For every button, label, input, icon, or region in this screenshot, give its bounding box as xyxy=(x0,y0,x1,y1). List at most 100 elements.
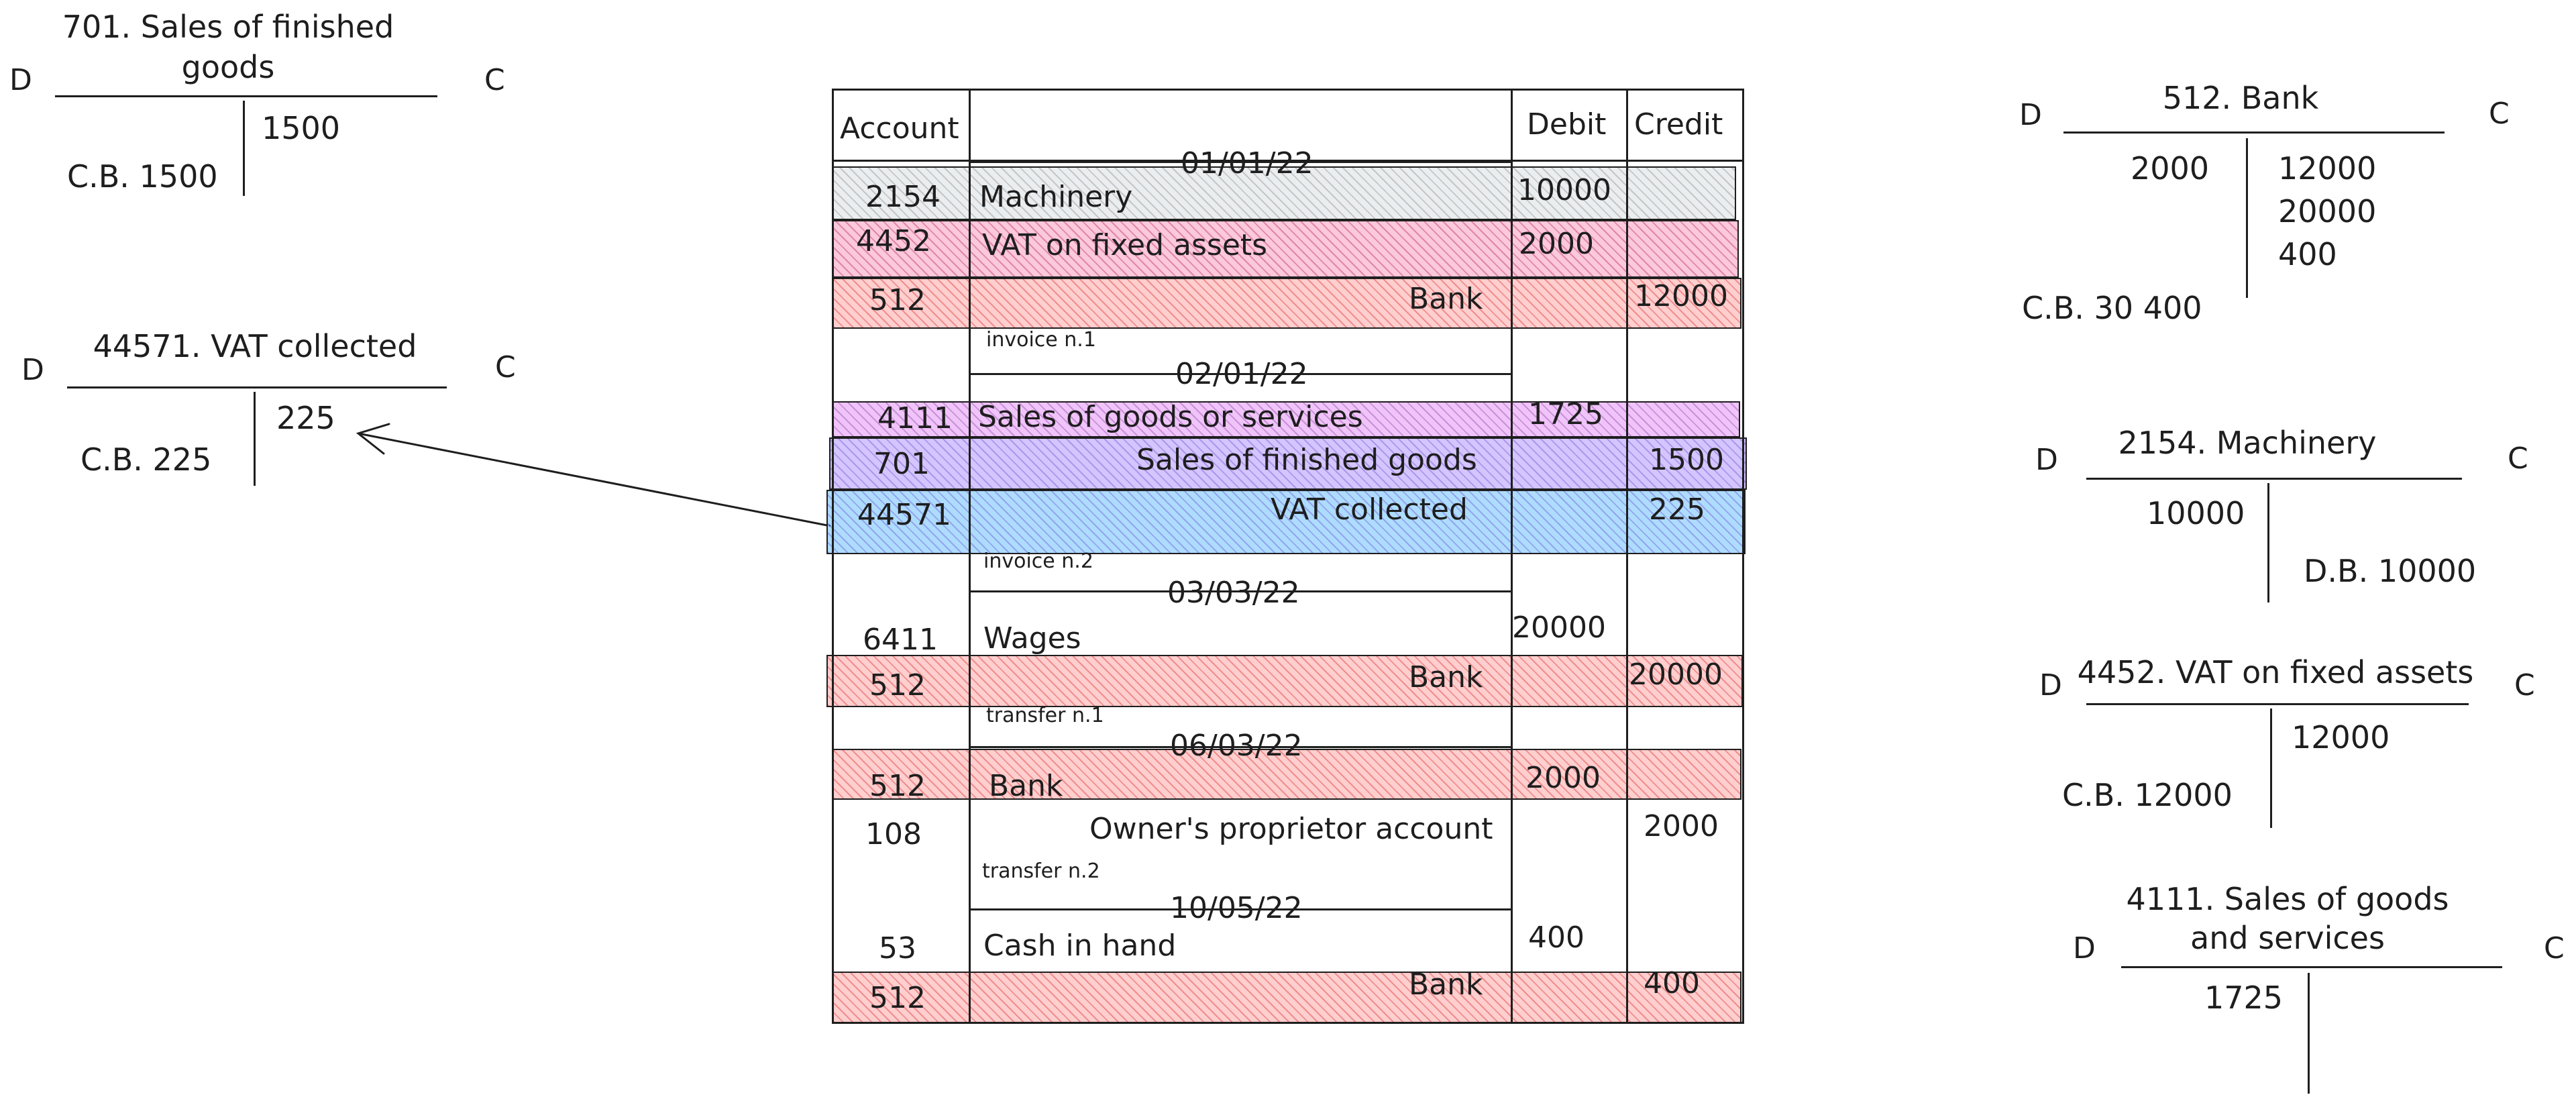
debit-cell: 10000 xyxy=(1517,173,1611,207)
credit-cell: 225 xyxy=(1649,492,1705,527)
credit-entry: 225 xyxy=(276,400,335,436)
entry-note: invoice n.1 xyxy=(986,328,1096,352)
balance-label: C.B. 30 400 xyxy=(2022,290,2202,326)
entry-note: transfer n.1 xyxy=(986,704,1104,727)
credit-entry: 12000 xyxy=(2292,719,2390,755)
journal-date: 06/03/22 xyxy=(1170,729,1303,763)
account-cell: 701 xyxy=(873,447,930,481)
label-cell: Owner's proprietor account xyxy=(1089,812,1493,846)
t-account-bar xyxy=(2086,478,2462,480)
label-cell: Sales of goods or services xyxy=(978,400,1363,434)
account-cell: 512 xyxy=(869,668,926,702)
date-line xyxy=(969,590,1512,592)
debit-side-label: D xyxy=(2019,98,2042,132)
date-line xyxy=(969,373,1512,375)
column-header-debit: Debit xyxy=(1527,107,1607,142)
label-cell: Bank xyxy=(1409,967,1483,1002)
debit-cell: 2000 xyxy=(1525,761,1601,795)
credit-cell: 2000 xyxy=(1644,809,1719,843)
debit-side-label: D xyxy=(21,353,44,387)
row-band-bank xyxy=(832,278,1741,329)
t-account-stem xyxy=(254,392,256,486)
credit-cell: 20000 xyxy=(1629,658,1723,692)
credit-cell: 12000 xyxy=(1634,279,1728,313)
label-cell: Bank xyxy=(1409,660,1483,694)
row-band-machinery xyxy=(832,166,1736,220)
balance-label: C.B. 1500 xyxy=(67,158,218,195)
account-cell: 2154 xyxy=(865,180,941,214)
t-account-title: 4452. VAT on fixed assets xyxy=(2077,654,2474,690)
journal-date: 03/03/22 xyxy=(1167,576,1300,610)
account-cell: 44571 xyxy=(857,498,951,532)
credit-side-label: C xyxy=(495,350,516,384)
row-band-bank xyxy=(832,749,1741,800)
entry-note: transfer n.2 xyxy=(982,859,1100,883)
journal-date: 10/05/22 xyxy=(1170,891,1303,925)
label-cell: VAT collected xyxy=(1271,492,1468,527)
t-account-title: and services xyxy=(2190,920,2385,956)
date-line xyxy=(969,908,1512,910)
label-cell: Wages xyxy=(983,621,1081,656)
credit-entry: 12000 xyxy=(2278,150,2377,187)
credit-side-label: C xyxy=(2508,441,2528,476)
t-account-title: goods xyxy=(181,49,275,85)
row-band-bank xyxy=(832,972,1741,1024)
debit-side-label: D xyxy=(2035,443,2058,477)
column-divider xyxy=(969,89,971,1024)
entry-note: invoice n.2 xyxy=(983,550,1093,573)
t-account-stem xyxy=(2246,138,2248,298)
account-cell: 512 xyxy=(869,981,926,1015)
column-header-account: Account xyxy=(840,111,959,146)
t-account-stem xyxy=(2267,483,2269,603)
debit-cell: 1725 xyxy=(1528,397,1603,431)
debit-entry: 1725 xyxy=(2204,980,2284,1016)
t-account-bar xyxy=(2063,132,2445,134)
row-band-sales-finished xyxy=(829,437,1747,490)
label-cell: Sales of finished goods xyxy=(1136,443,1477,477)
date-line xyxy=(969,746,1512,748)
t-account-title: 4111. Sales of goods xyxy=(2126,881,2449,917)
column-divider xyxy=(1626,89,1628,1024)
debit-side-label: D xyxy=(2073,931,2096,965)
date-line xyxy=(969,161,1512,163)
debit-cell: 2000 xyxy=(1519,227,1594,261)
credit-entry: 20000 xyxy=(2278,193,2377,229)
credit-entry: 400 xyxy=(2278,236,2337,272)
label-cell: VAT on fixed assets xyxy=(982,228,1268,262)
credit-side-label: C xyxy=(2489,97,2510,131)
balance-label: C.B. 225 xyxy=(80,441,212,478)
t-account-stem xyxy=(2308,973,2310,1094)
header-divider xyxy=(832,160,1744,162)
account-cell: 512 xyxy=(869,283,926,317)
row-band-vat-collected xyxy=(826,490,1746,554)
credit-side-label: C xyxy=(2544,931,2565,965)
t-account-bar xyxy=(2086,703,2469,705)
journal-date: 01/01/22 xyxy=(1181,146,1313,180)
row-band-sales-goods xyxy=(832,401,1740,437)
t-account-stem xyxy=(243,101,245,196)
debit-cell: 400 xyxy=(1528,921,1585,955)
credit-side-label: C xyxy=(484,63,505,97)
column-header-credit: Credit xyxy=(1634,107,1723,142)
debit-cell: 20000 xyxy=(1512,611,1606,645)
label-cell: Bank xyxy=(1409,282,1483,316)
t-account-title: 701. Sales of finished xyxy=(62,9,394,45)
account-cell: 53 xyxy=(879,931,916,965)
debit-entry: 10000 xyxy=(2147,495,2245,531)
debit-entry: 2000 xyxy=(2131,150,2210,187)
label-cell: Machinery xyxy=(979,180,1133,214)
credit-cell: 1500 xyxy=(1649,443,1724,477)
row-band-bank xyxy=(826,655,1743,707)
debit-side-label: D xyxy=(2039,668,2062,702)
label-cell: Bank xyxy=(989,769,1063,803)
t-account-title: 44571. VAT collected xyxy=(93,328,417,364)
debit-side-label: D xyxy=(9,63,32,97)
t-account-title: 512. Bank xyxy=(2162,80,2319,116)
column-divider xyxy=(1511,89,1513,1024)
t-account-bar xyxy=(2121,966,2502,968)
t-account-stem xyxy=(2270,709,2272,828)
account-cell: 512 xyxy=(869,769,926,803)
account-cell: 4452 xyxy=(856,224,931,258)
t-account-title: 2154. Machinery xyxy=(2118,425,2377,461)
